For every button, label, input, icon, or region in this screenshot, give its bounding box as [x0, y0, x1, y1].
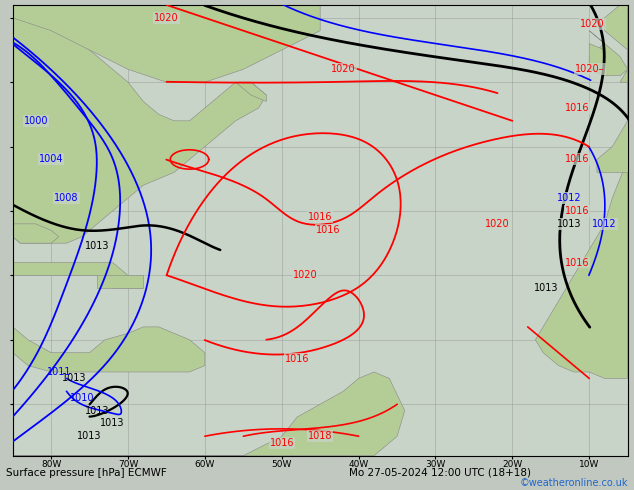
Text: ©weatheronline.co.uk: ©weatheronline.co.uk	[519, 478, 628, 488]
Text: 1020: 1020	[484, 219, 509, 229]
Text: 1013: 1013	[100, 418, 125, 428]
Text: 1020: 1020	[580, 19, 605, 29]
Text: 1012: 1012	[557, 193, 581, 203]
Text: 1010: 1010	[70, 393, 94, 403]
Polygon shape	[589, 44, 605, 69]
Text: 1016: 1016	[308, 213, 332, 222]
Polygon shape	[236, 82, 266, 101]
Text: 1016: 1016	[269, 438, 294, 448]
Text: 1016: 1016	[565, 206, 589, 216]
Text: 1016: 1016	[565, 103, 589, 113]
Polygon shape	[597, 5, 634, 172]
Text: 1016: 1016	[565, 258, 589, 268]
Text: 1013: 1013	[62, 373, 86, 383]
Text: 1000: 1000	[23, 116, 48, 126]
Text: Surface pressure [hPa] ECMWF: Surface pressure [hPa] ECMWF	[6, 468, 167, 478]
Text: 1013: 1013	[534, 283, 559, 293]
Text: 1011: 1011	[46, 367, 71, 377]
Polygon shape	[97, 275, 143, 288]
Text: 1018: 1018	[308, 431, 332, 441]
Text: 1013: 1013	[77, 431, 102, 441]
Text: 1016: 1016	[285, 354, 309, 364]
Polygon shape	[0, 224, 205, 456]
Text: 1020: 1020	[292, 270, 317, 280]
Text: 1004: 1004	[39, 154, 63, 165]
Polygon shape	[13, 5, 320, 82]
Polygon shape	[535, 5, 628, 378]
Polygon shape	[13, 372, 404, 456]
Polygon shape	[13, 224, 59, 243]
Text: 1013: 1013	[85, 242, 110, 251]
Text: 1016: 1016	[565, 154, 589, 165]
Text: 1020–: 1020–	[575, 64, 605, 74]
Polygon shape	[13, 5, 266, 243]
Polygon shape	[13, 263, 143, 288]
Polygon shape	[589, 31, 628, 76]
Text: 1012: 1012	[592, 219, 617, 229]
Text: Mo 27-05-2024 12:00 UTC (18+18): Mo 27-05-2024 12:00 UTC (18+18)	[349, 468, 531, 478]
Text: 1020: 1020	[331, 64, 356, 74]
Text: 1008: 1008	[55, 193, 79, 203]
Text: 1013: 1013	[85, 406, 110, 416]
Text: 1016: 1016	[316, 225, 340, 235]
Text: 1020: 1020	[154, 13, 179, 23]
Text: 1013: 1013	[557, 219, 581, 229]
